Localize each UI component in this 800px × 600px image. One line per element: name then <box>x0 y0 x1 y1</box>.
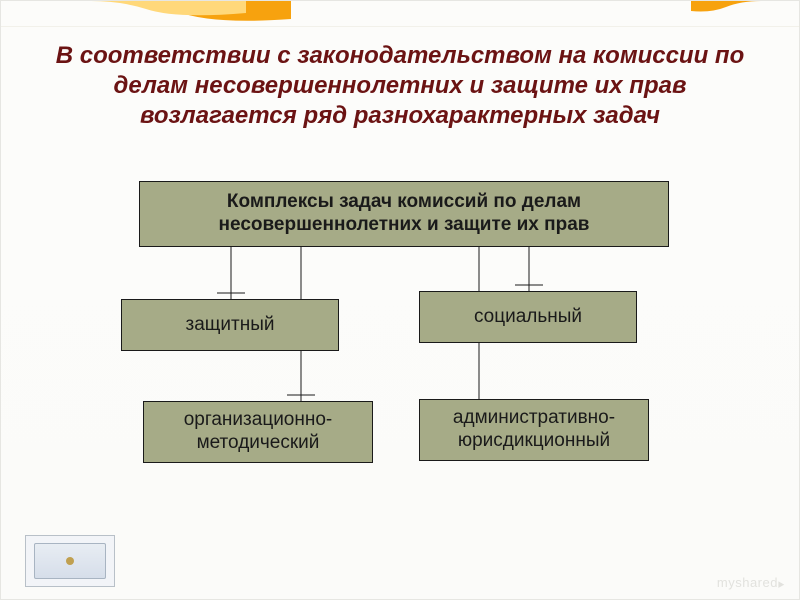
diagram-node-social: социальный <box>419 291 637 343</box>
org-diagram: Комплексы задач комиссий по делам несове… <box>1 181 799 599</box>
diagram-node-adminjur: административно-юрисдикционный <box>419 399 649 461</box>
watermark-text: myshared <box>717 575 778 590</box>
diagram-node-protective: защитный <box>121 299 339 351</box>
play-icon: ▸ <box>778 576 784 592</box>
slide-title: В соответствии с законодательством на ко… <box>41 41 759 131</box>
diagram-root-node: Комплексы задач комиссий по делам несове… <box>139 181 669 247</box>
watermark: myshared▸ <box>717 575 785 591</box>
footer-thumbnail-icon <box>25 535 115 587</box>
slide: В соответствии с законодательством на ко… <box>0 0 800 600</box>
corner-accent-icon <box>1 1 800 27</box>
diagram-node-orgmethod: организационно-методический <box>143 401 373 463</box>
